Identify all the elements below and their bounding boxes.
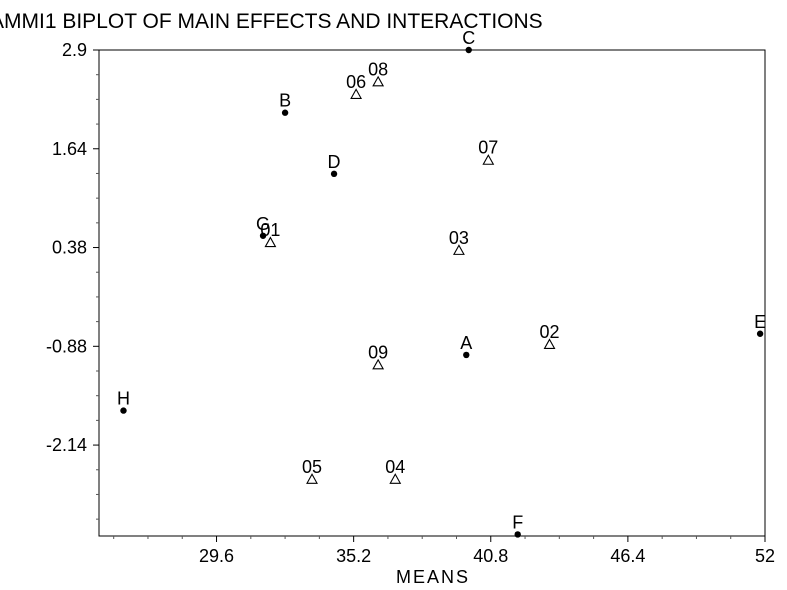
point-label-03: 03	[449, 228, 469, 248]
environment-point-03	[452, 244, 465, 255]
chart-title: AMMI1 BIPLOT OF MAIN EFFECTS AND INTERAC…	[0, 10, 543, 33]
genotype-point-H	[120, 407, 127, 414]
point-label-C: C	[462, 28, 475, 48]
data-points: A B C D E F G H 01 02 03 04 05 06 07 08 09	[117, 28, 766, 538]
point-label-02: 02	[540, 322, 560, 342]
point-label-07: 07	[478, 138, 498, 158]
environment-point-09	[372, 358, 385, 370]
point-label-G: G	[256, 214, 270, 234]
point-label-05: 05	[302, 457, 322, 477]
genotype-point-A	[463, 351, 470, 359]
point-label-D: D	[328, 152, 341, 172]
point-label-04: 04	[385, 457, 405, 477]
x-axis-label: MEANS	[396, 567, 468, 587]
x-axis-ticks: 29.6 35.2 40.8 46.4 52	[113, 536, 775, 566]
y-axis-ticks: 2.9 1.64 0.38 -0.88 -2.14	[46, 40, 99, 520]
environment-point-01	[264, 236, 277, 248]
genotype-point-F	[514, 531, 521, 538]
point-label-A: A	[460, 333, 472, 353]
environment-point-05	[306, 473, 318, 484]
environment-point-04	[389, 473, 402, 484]
x-tick-label: 40.8	[473, 546, 508, 566]
point-label-B: B	[279, 91, 291, 111]
genotype-point-G	[259, 232, 267, 239]
y-tick-label: -0.88	[46, 336, 87, 356]
x-tick-label: 29.6	[199, 546, 234, 566]
point-label-06: 06	[346, 72, 366, 92]
environment-point-08	[372, 75, 385, 87]
y-tick-label: -2.14	[46, 435, 87, 455]
y-tick-label: 0.38	[52, 238, 87, 258]
point-label-09: 09	[368, 342, 388, 362]
y-tick-label: 2.9	[62, 40, 87, 60]
y-tick-label: 1.64	[52, 139, 87, 159]
environment-point-06	[350, 88, 363, 99]
x-tick-label: 35.2	[336, 546, 371, 566]
point-label-01: 01	[260, 220, 280, 240]
point-label-F: F	[512, 512, 523, 532]
environment-point-07	[482, 154, 495, 165]
genotype-point-B	[281, 109, 289, 116]
point-label-H: H	[117, 389, 130, 409]
x-tick-label: 46.4	[610, 546, 645, 566]
genotype-point-C	[465, 46, 472, 54]
point-label-08: 08	[368, 59, 388, 79]
x-tick-label: 52	[755, 546, 775, 566]
genotype-point-D	[330, 170, 338, 178]
plot-frame	[98, 49, 766, 537]
point-label-E: E	[754, 312, 766, 332]
genotype-point-E	[756, 330, 764, 337]
environment-point-02	[543, 338, 556, 350]
